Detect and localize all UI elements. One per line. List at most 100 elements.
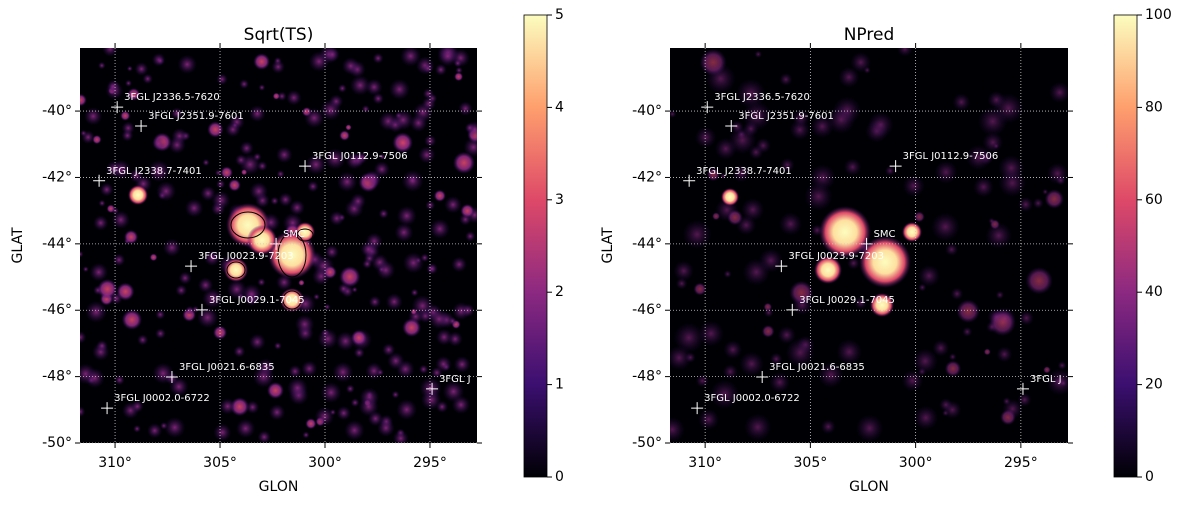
- map-emission: [931, 212, 960, 242]
- map-emission: [82, 266, 89, 273]
- map-emission: [329, 210, 345, 226]
- map-emission: [308, 51, 330, 72]
- map-emission: [434, 63, 447, 76]
- map-emission: [215, 169, 222, 177]
- source-label: SMC: [283, 229, 305, 240]
- map-emission: [710, 379, 740, 409]
- map-emission: [249, 105, 266, 122]
- map-emission: [394, 223, 414, 242]
- map-emission: [392, 132, 413, 153]
- map-emission: [85, 301, 107, 323]
- source-marker: [889, 160, 902, 173]
- map-emission: [985, 222, 1012, 249]
- y-tick-label: -40°: [42, 103, 72, 119]
- map-emission: [378, 208, 389, 219]
- map-emission: [699, 49, 727, 76]
- map-emission: [1043, 366, 1051, 374]
- x-axis-label: GLON: [849, 479, 889, 495]
- map-emission: [289, 199, 305, 216]
- map-emission: [361, 105, 370, 114]
- map-emission: [241, 169, 248, 176]
- source-label: 3FGL J0002.0-6722: [704, 393, 800, 404]
- map-emission: [422, 63, 434, 74]
- map-emission: [387, 352, 405, 370]
- map-emission: [897, 48, 913, 57]
- map-emission: [463, 137, 477, 158]
- map-emission: [320, 382, 342, 403]
- map-emission: [451, 395, 471, 414]
- map-emission: [847, 256, 860, 270]
- contour: [226, 261, 246, 279]
- map-emission: [170, 107, 183, 120]
- map-emission: [727, 209, 743, 226]
- y-tick-label: -42°: [632, 169, 662, 185]
- map-emission: [356, 151, 368, 164]
- map-emission: [350, 398, 360, 408]
- map-emission: [213, 325, 227, 340]
- map-emission: [298, 279, 305, 286]
- map-emission: [286, 90, 302, 106]
- map-hotspot: [721, 188, 739, 206]
- source-label: 3FGL J0023.9-7203: [788, 251, 884, 262]
- map-emission: [337, 83, 347, 93]
- map-emission: [155, 309, 166, 320]
- map-emission: [320, 99, 342, 121]
- map-hotspot: [819, 206, 871, 258]
- map-emission: [989, 309, 1016, 336]
- map-emission: [134, 62, 149, 76]
- map-emission: [465, 231, 476, 242]
- map-emission: [160, 422, 168, 430]
- contour: [282, 290, 302, 310]
- map-emission: [164, 417, 186, 438]
- map-emission: [1032, 197, 1044, 209]
- map-emission: [945, 242, 959, 256]
- map-emission: [785, 338, 815, 367]
- map-emission: [392, 109, 414, 131]
- source-label: 3FGL J2338.7-7401: [106, 166, 202, 177]
- map-emission: [901, 369, 924, 392]
- map-emission: [127, 88, 140, 101]
- map-emission: [948, 353, 957, 361]
- map-emission: [313, 293, 320, 301]
- map-emission: [335, 331, 356, 351]
- source-marker: [1016, 382, 1029, 395]
- x-tick-label: 300°: [308, 455, 342, 471]
- map-emission: [276, 146, 293, 164]
- map-emission: [168, 136, 186, 154]
- map-emission: [464, 122, 476, 133]
- map-emission: [93, 215, 109, 231]
- map-emission: [427, 264, 436, 274]
- map-emission: [914, 211, 925, 223]
- map-emission: [230, 397, 250, 417]
- map-emission: [236, 418, 256, 439]
- colorbar-tick-label: 100: [1145, 7, 1172, 23]
- map-emission: [966, 144, 992, 170]
- map-emission: [763, 307, 774, 318]
- source-label: 3FGL J0112.9-7506: [312, 151, 408, 162]
- map-emission: [943, 400, 962, 419]
- map-emission: [722, 364, 738, 380]
- map-emission: [204, 250, 220, 266]
- map-emission: [184, 198, 204, 218]
- map-emission: [270, 196, 279, 206]
- map-emission: [376, 260, 396, 280]
- map-emission: [410, 308, 417, 315]
- source-marker: [691, 402, 704, 415]
- map-emission: [98, 199, 106, 207]
- map-emission: [353, 347, 365, 359]
- map-emission: [1046, 162, 1068, 185]
- map-emission: [409, 114, 428, 132]
- map-emission: [377, 419, 395, 437]
- y-tick-label: -42°: [42, 169, 72, 185]
- map-emission: [455, 66, 463, 74]
- map-emission: [742, 101, 772, 131]
- map-emission: [111, 210, 130, 229]
- map-emission: [379, 153, 386, 160]
- map-emission: [225, 121, 241, 138]
- map-emission: [81, 130, 95, 144]
- map-emission: [287, 377, 308, 399]
- map-emission: [121, 309, 143, 330]
- map-emission: [843, 158, 862, 176]
- map-emission: [855, 414, 884, 442]
